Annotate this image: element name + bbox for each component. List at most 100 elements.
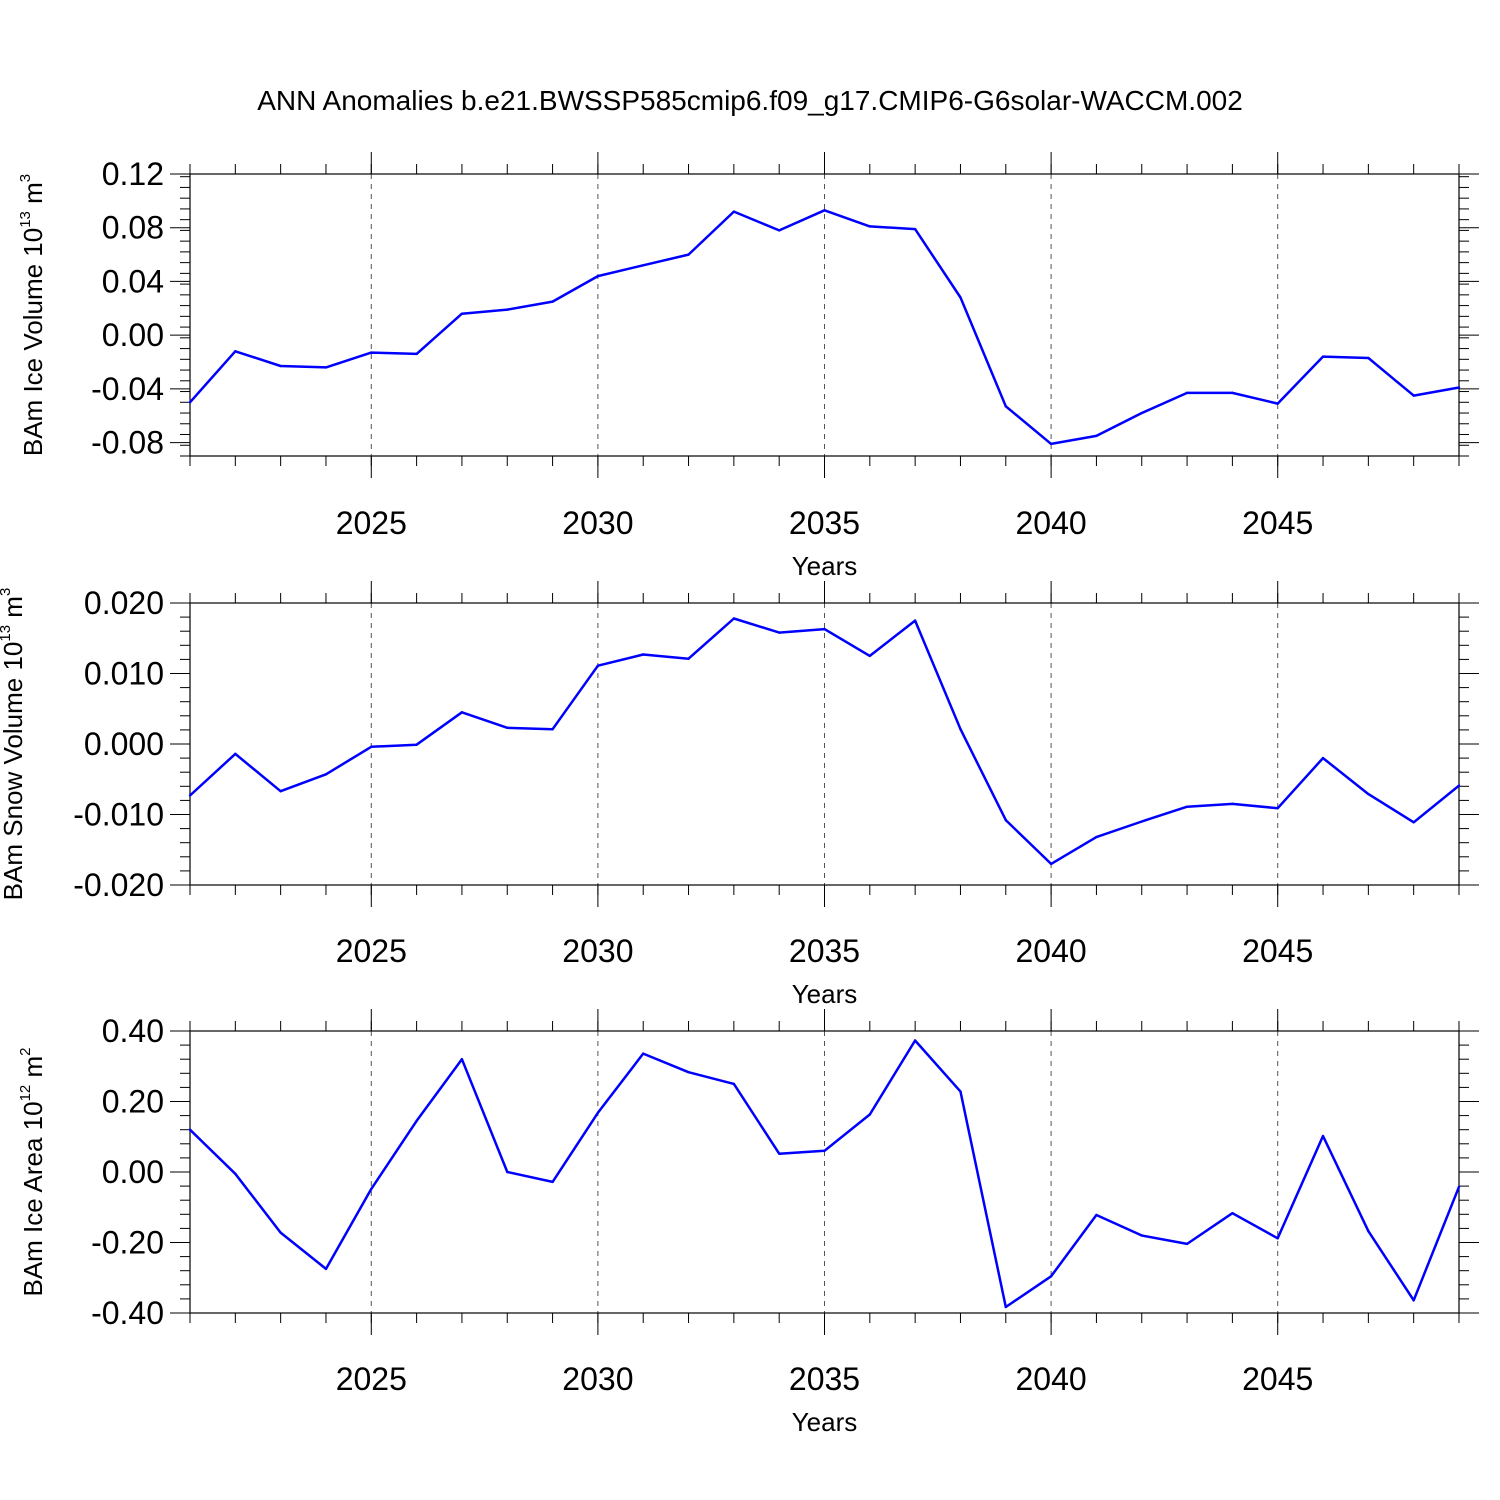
data-point: [1095, 434, 1098, 438]
xtick-label: 2040: [1016, 1361, 1087, 1397]
data-point: [868, 225, 872, 228]
data-point: [551, 300, 554, 303]
data-point: [642, 1052, 645, 1055]
data-point: [234, 350, 237, 353]
data-point: [324, 366, 328, 369]
data-point: [687, 253, 690, 256]
y-axis-label: BAm Ice Area 1012 m2: [17, 1047, 48, 1296]
data-point: [1412, 821, 1415, 824]
data-point: [324, 1267, 328, 1271]
data-point: [1095, 1213, 1098, 1217]
data-point: [687, 1071, 690, 1074]
data-point: [1140, 411, 1143, 415]
plot-frame: [189, 602, 1460, 886]
y-axis-label-unit-exponent: 3: [0, 588, 14, 596]
y-axis-label-exponent: 13: [0, 625, 14, 642]
ytick-label: 0.40: [102, 1013, 164, 1049]
data-point: [1185, 1242, 1189, 1246]
data-point: [777, 1152, 781, 1155]
data-point: [460, 711, 464, 714]
data-point: [1095, 835, 1098, 839]
panel-3: -0.40 -0.20 0.00 0.20 0.40 2025 2030 2035 2040 20…: [17, 1009, 1479, 1437]
data-point: [415, 743, 418, 746]
data-point: [1231, 391, 1234, 395]
y-axis-label-unit-exponent: 2: [17, 1047, 34, 1055]
data-point: [1140, 820, 1143, 823]
x-axis-label: Years: [792, 551, 858, 581]
data-point: [188, 794, 192, 797]
data-point: [1004, 818, 1007, 822]
panel-1: -0.08 -0.04 0.00 0.04 0.08 0.12 2025 2030 2035 20…: [17, 152, 1479, 581]
data-point: [1276, 1237, 1279, 1240]
ytick-label: 0.020: [84, 585, 164, 621]
ytick-label: 0.00: [102, 317, 164, 353]
data-point: [188, 401, 192, 404]
data-point: [460, 312, 464, 315]
xtick-label: 2045: [1242, 505, 1313, 541]
data-point: [596, 664, 600, 667]
data-point: [596, 274, 600, 278]
panel-2: -0.020 -0.010 0.000 0.010 0.020 2025 2030 2035 2…: [0, 581, 1479, 1009]
data-point: [1004, 405, 1007, 408]
data-point: [188, 1128, 192, 1131]
data-point: [732, 617, 736, 620]
data-point: [1367, 356, 1370, 360]
data-point: [370, 351, 373, 354]
y-axis-label-main: BAm Ice Volume 10: [18, 228, 48, 456]
y-axis-label: BAm Snow Volume 1013 m3: [0, 588, 28, 901]
x-axis-label: Years: [792, 1407, 858, 1437]
data-point: [234, 752, 237, 756]
xtick-label: 2030: [562, 1361, 633, 1397]
y-axis-label-unit: m: [18, 182, 48, 211]
xtick-label: 2040: [1016, 505, 1087, 541]
xtick-label: 2035: [789, 505, 860, 541]
xtick-label: 2035: [789, 1361, 860, 1397]
data-point: [370, 1187, 373, 1191]
data-point: [1185, 391, 1189, 395]
y-axis-label-main: BAm Ice Area 10: [18, 1101, 48, 1296]
data-point: [279, 790, 282, 793]
data-point: [1004, 1305, 1007, 1309]
data-point: [777, 631, 781, 634]
data-point: [1231, 802, 1234, 806]
data-point: [823, 1149, 826, 1153]
data-point: [1367, 1230, 1370, 1233]
data-point: [1276, 402, 1279, 405]
chart-title: ANN Anomalies b.e21.BWSSP585cmip6.f09_g1…: [257, 85, 1243, 116]
data-point: [415, 352, 418, 356]
data-point: [959, 727, 962, 731]
data-point: [1457, 784, 1461, 787]
y-axis-label-unit: m: [18, 1056, 48, 1085]
xtick-label: 2025: [336, 1361, 407, 1397]
data-point: [642, 653, 645, 656]
y-axis-label-unit-exponent: 3: [17, 174, 34, 182]
data-point: [234, 1172, 237, 1175]
ytick-label: 0.08: [102, 210, 164, 246]
data-point: [460, 1058, 464, 1061]
xtick-label: 2025: [336, 933, 407, 969]
data-point: [1412, 394, 1415, 397]
data-point: [370, 745, 373, 749]
data-point: [1457, 386, 1461, 389]
data-point: [913, 619, 917, 622]
data-point: [1321, 1134, 1325, 1138]
ytick-label: 0.000: [84, 726, 164, 762]
data-point: [551, 1180, 554, 1184]
data-point: [913, 227, 917, 231]
data-point: [959, 1090, 962, 1093]
data-point: [1321, 756, 1325, 760]
data-point: [1276, 806, 1279, 810]
data-point: [596, 1111, 600, 1114]
ytick-label: -0.40: [91, 1295, 164, 1331]
data-point: [506, 308, 509, 311]
data-point: [823, 627, 826, 631]
ytick-label: 0.12: [102, 156, 164, 192]
data-point: [777, 229, 781, 232]
data-point: [1231, 1212, 1234, 1215]
data-point: [415, 1119, 418, 1123]
xtick-label: 2035: [789, 933, 860, 969]
ytick-label: -0.010: [73, 797, 164, 833]
xtick-label: 2040: [1016, 933, 1087, 969]
